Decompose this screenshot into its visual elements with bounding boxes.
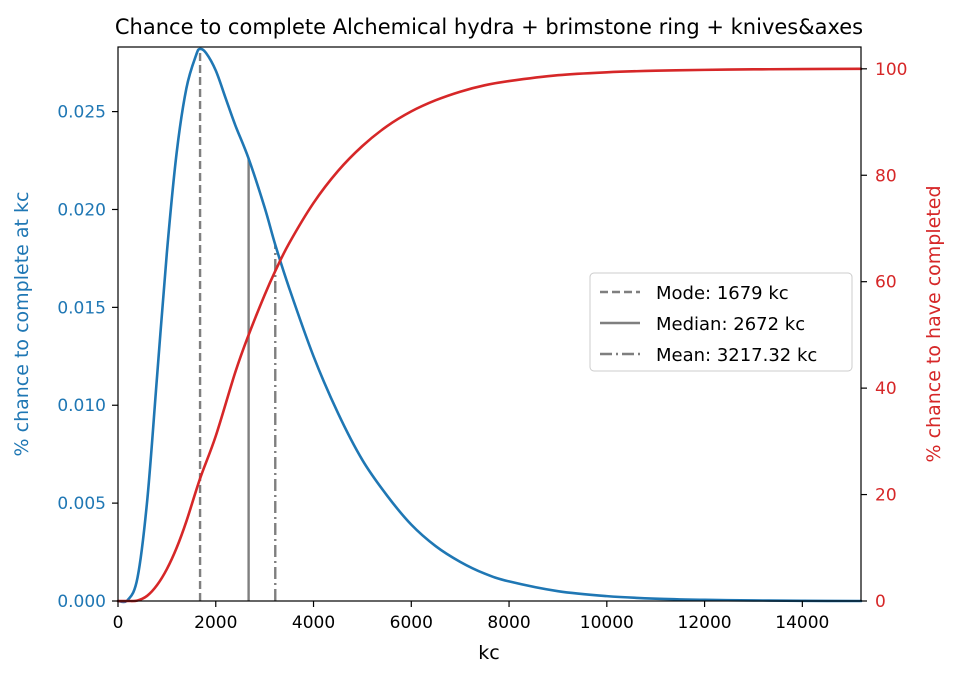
plot-area (116, 47, 863, 604)
chart-title: Chance to complete Alchemical hydra + br… (115, 15, 863, 39)
right-tick-label: 80 (875, 166, 897, 186)
x-tick-label: 6000 (390, 613, 433, 633)
left-axis-ticks: 0.000 0.005 0.010 0.015 0.020 0.025 (57, 103, 118, 612)
right-tick-label: 100 (875, 60, 907, 80)
left-axis-label: % chance to complete at kc (11, 192, 33, 457)
x-tick-label: 14000 (775, 613, 829, 633)
x-tick-label: 12000 (678, 613, 732, 633)
left-tick-label: 0.010 (57, 396, 106, 416)
legend-box (589, 272, 853, 372)
x-tick-label: 0 (113, 613, 124, 633)
reference-lines (198, 48, 277, 601)
left-tick-label: 0.015 (57, 298, 106, 318)
x-tick-label: 8000 (487, 613, 530, 633)
x-tick-label: 10000 (580, 613, 634, 633)
x-tick-label: 2000 (194, 613, 237, 633)
left-tick-label: 0.000 (57, 592, 106, 612)
legend-mean-label: Mean: 3217.32 kc (656, 345, 817, 366)
probability-series-line (116, 47, 863, 604)
cumulative-series-line (116, 67, 863, 603)
right-axis-label: % chance to have completed (923, 185, 945, 462)
right-axis-ticks: 0 20 40 60 80 100 (861, 60, 907, 612)
right-tick-label: 0 (875, 592, 886, 612)
x-axis-ticks: 0 2000 4000 6000 8000 10000 12000 14000 (113, 601, 829, 633)
legend-median-label: Median: 2672 kc (656, 314, 805, 335)
plot-frame (117, 46, 862, 602)
left-tick-label: 0.025 (57, 103, 106, 123)
x-tick-label: 4000 (292, 613, 335, 633)
left-tick-label: 0.020 (57, 200, 106, 220)
x-axis-label: kc (478, 642, 499, 664)
series-lines (116, 47, 863, 604)
left-tick-label: 0.005 (57, 494, 106, 514)
right-tick-label: 60 (875, 273, 897, 293)
legend: Mode: 1679 kc Median: 2672 kc Mean: 3217… (589, 272, 853, 372)
legend-mode-label: Mode: 1679 kc (656, 283, 789, 304)
right-tick-label: 20 (875, 486, 897, 506)
right-tick-label: 40 (875, 379, 897, 399)
